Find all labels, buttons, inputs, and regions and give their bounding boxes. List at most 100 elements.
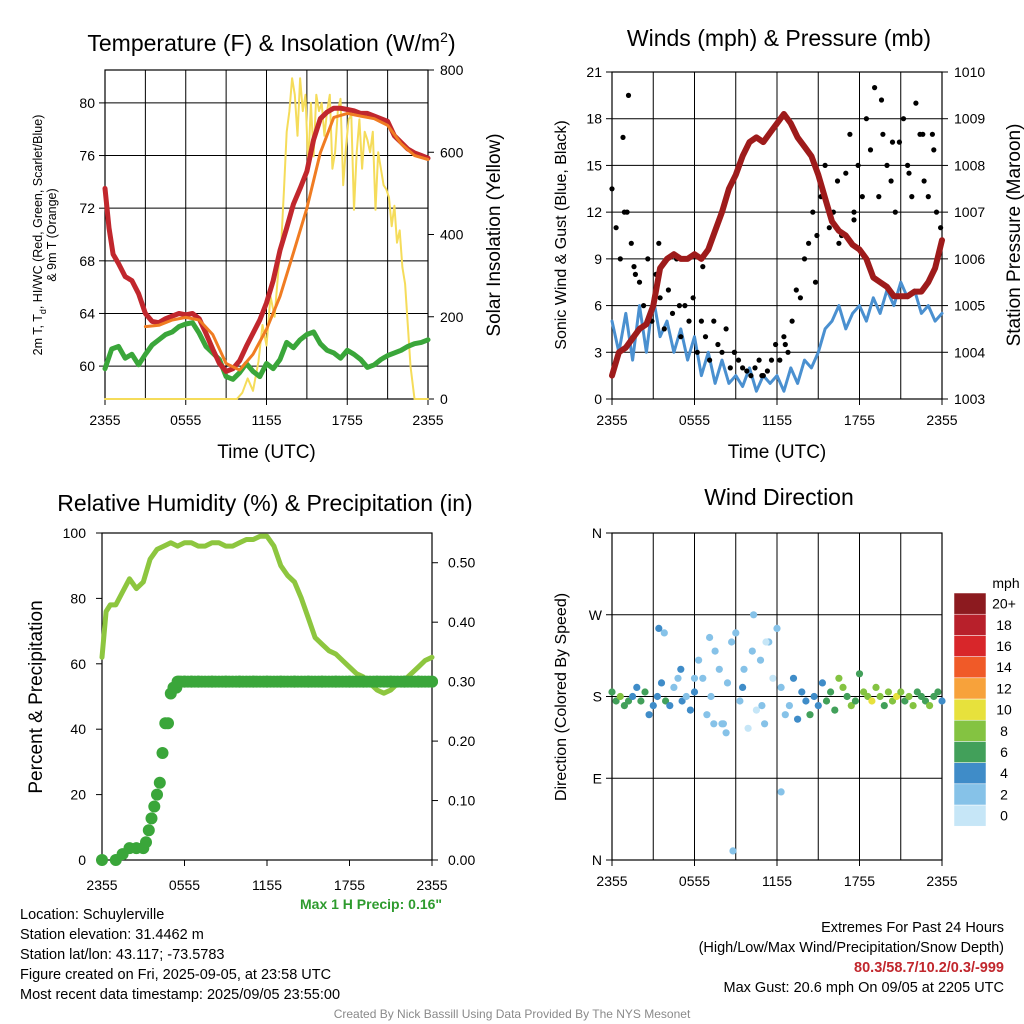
legend-swatch <box>953 592 987 615</box>
direction-point <box>641 688 649 696</box>
legend-swatch <box>953 635 987 657</box>
gust-point <box>851 217 857 223</box>
direction-point <box>773 624 781 633</box>
x-tick-label: 0555 <box>170 412 201 428</box>
gust-point <box>906 170 912 176</box>
gust-point <box>859 194 865 200</box>
gust-point <box>789 318 795 324</box>
gust-point <box>707 357 713 363</box>
direction-point <box>690 688 699 696</box>
gust-point <box>834 178 841 184</box>
gust-point <box>617 256 623 262</box>
direction-point <box>810 692 818 701</box>
gust-point <box>847 131 853 137</box>
y-tick-label: 12 <box>586 204 602 220</box>
gust-point <box>645 256 651 262</box>
direction-point <box>736 697 744 705</box>
gust-point <box>938 225 944 231</box>
direction-point <box>818 679 827 687</box>
direction-point <box>649 702 657 710</box>
direction-point <box>750 611 758 619</box>
legend-swatch <box>953 762 987 785</box>
y-tick-label: 40 <box>70 721 86 737</box>
ylabel-part: 2m T, T <box>31 314 45 356</box>
legend-swatch <box>953 698 987 721</box>
gust-point <box>931 147 937 153</box>
direction-point <box>893 692 901 701</box>
gust-point <box>905 162 911 168</box>
elevation-text: Station elevation: 31.4462 m <box>20 927 204 943</box>
gust-point <box>892 209 898 215</box>
direction-point <box>616 692 624 701</box>
direction-point <box>806 711 814 719</box>
extremes-info: Extremes For Past 24 Hours (High/Low/Max… <box>699 918 1004 998</box>
gust-point <box>620 134 626 140</box>
y-tick-label: 0 <box>78 852 86 868</box>
direction-point <box>739 683 747 692</box>
y2-tick-label: 0.00 <box>448 852 475 868</box>
gust-point <box>933 209 940 215</box>
direction-point <box>674 674 682 682</box>
y2-tick-label: 0.30 <box>448 674 475 690</box>
y2-tick-label: 0 <box>440 391 448 407</box>
direction-point <box>851 697 860 705</box>
y2-tick-label: 1004 <box>954 344 985 360</box>
x-tick-label: 2355 <box>596 873 627 889</box>
y-axis-label-left: Sonic Wind & Gust (Blue, Black) <box>553 120 570 349</box>
gust-point <box>752 365 758 371</box>
x-tick-label: 2355 <box>89 412 120 428</box>
direction-point <box>938 697 946 705</box>
y-tick-label: E <box>593 770 602 786</box>
direction-point <box>752 706 761 714</box>
title-main: Temperature (F) & Insolation (W/m <box>87 30 440 56</box>
direction-point <box>711 647 719 655</box>
panel-1-title: Temperature (F) & Insolation (W/m2) <box>87 29 455 56</box>
direction-point <box>762 638 770 646</box>
direction-point <box>655 624 663 633</box>
gust-point <box>793 287 799 293</box>
gust-point <box>682 303 688 309</box>
direction-point <box>905 692 913 701</box>
extremes-values: 80.3/58.7/10.2/0.3/-999 <box>854 960 1004 976</box>
gust-point <box>878 97 885 103</box>
panel-4-title: Wind Direction <box>704 484 854 510</box>
gust-point <box>711 318 717 324</box>
y2-tick-label: 1009 <box>954 111 985 127</box>
x-tick-label: 1755 <box>844 412 875 428</box>
created-text: Figure created on Fri, 2025-09-05, at 23… <box>20 967 332 983</box>
gust-point <box>900 116 907 122</box>
gust-point <box>715 341 721 348</box>
pressure-series-line <box>609 111 945 379</box>
direction-point <box>802 697 810 705</box>
direction-point <box>934 688 942 696</box>
direction-point <box>682 692 690 701</box>
direction-point <box>835 674 843 682</box>
title-close: ) <box>448 30 456 56</box>
gust-point <box>676 303 683 309</box>
legend-swatch <box>953 783 987 806</box>
gust-point <box>810 209 816 215</box>
x-tick-label: 2355 <box>926 412 957 428</box>
gust-point <box>921 178 927 184</box>
direction-point <box>781 711 789 719</box>
rh-series-line <box>99 533 435 696</box>
x-tick-label: 0555 <box>169 877 200 893</box>
direction-point <box>699 674 707 682</box>
legend-swatch <box>953 804 987 827</box>
y-tick-label: 68 <box>79 253 95 269</box>
direction-point <box>748 647 756 655</box>
gust-point <box>631 264 637 270</box>
x-tick-label: 1155 <box>251 412 281 428</box>
precip-point <box>162 717 174 730</box>
x-tick-label: 1155 <box>762 873 792 889</box>
legend-swatch <box>953 677 987 700</box>
precip-point <box>140 836 152 849</box>
gust-point <box>855 162 861 168</box>
gust-point <box>896 139 903 145</box>
gust-point <box>889 139 896 145</box>
gust-point <box>678 334 684 340</box>
direction-point <box>827 688 835 696</box>
direction-point <box>831 706 839 714</box>
direction-point <box>629 692 637 701</box>
y-tick-label: N <box>592 852 602 868</box>
